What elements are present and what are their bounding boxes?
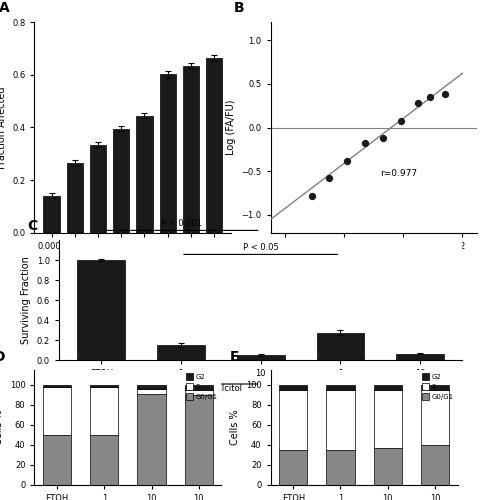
Bar	[159, 74, 176, 233]
Text: Inecalcitol: Inecalcitol	[199, 384, 243, 393]
X-axis label: Log (Dose): Log (Dose)	[347, 256, 400, 266]
Bar	[43, 435, 71, 485]
Point	[397, 117, 404, 125]
Bar	[373, 390, 402, 448]
Point	[308, 192, 316, 200]
Text: C: C	[27, 220, 37, 234]
Bar	[421, 390, 449, 445]
Bar	[90, 144, 106, 233]
Bar	[66, 163, 83, 232]
Bar	[237, 355, 285, 360]
Text: P < 0.001: P < 0.001	[160, 218, 202, 228]
Bar	[421, 445, 449, 485]
Bar	[113, 129, 129, 232]
Bar	[184, 385, 213, 390]
Bar	[77, 260, 125, 360]
Text: D: D	[0, 350, 5, 364]
Bar	[279, 450, 308, 485]
Bar	[326, 450, 355, 485]
Bar	[316, 332, 365, 360]
Bar	[373, 385, 402, 390]
Text: B: B	[233, 1, 244, 15]
Bar	[279, 385, 308, 390]
Bar	[43, 387, 71, 435]
Text: r=0.977: r=0.977	[380, 168, 417, 177]
Bar	[206, 58, 222, 233]
Bar	[137, 389, 166, 394]
Y-axis label: Surviving Fraction: Surviving Fraction	[21, 256, 31, 344]
Point	[379, 134, 387, 142]
Bar	[421, 385, 449, 390]
Bar	[184, 390, 213, 395]
Bar	[184, 395, 213, 485]
Bar	[43, 196, 60, 232]
Point	[441, 90, 449, 98]
Bar	[326, 390, 355, 450]
Bar	[90, 387, 119, 435]
Text: E: E	[229, 350, 239, 364]
X-axis label: Inecalcitol (nM): Inecalcitol (nM)	[95, 256, 171, 266]
Y-axis label: Cells %: Cells %	[230, 410, 240, 446]
Bar	[326, 385, 355, 390]
Bar	[279, 390, 308, 450]
Text: P < 0.05: P < 0.05	[243, 242, 278, 252]
Point	[325, 174, 333, 182]
Bar	[183, 66, 199, 232]
Text: A: A	[0, 1, 10, 15]
Legend: G2, S, G0/G1: G2, S, G0/G1	[186, 374, 218, 400]
Text: (nM): (nM)	[92, 392, 111, 400]
Text: 1,25D₃: 1,25D₃	[367, 384, 395, 393]
Y-axis label: Cells %: Cells %	[0, 410, 4, 446]
Point	[414, 99, 422, 107]
Bar	[43, 385, 71, 387]
Bar	[373, 448, 402, 485]
Y-axis label: Fraction Affected: Fraction Affected	[0, 86, 6, 169]
Y-axis label: Log (FA/FU): Log (FA/FU)	[226, 100, 236, 155]
Bar	[136, 116, 153, 232]
Bar	[90, 435, 119, 485]
Bar	[137, 394, 166, 485]
Bar	[137, 385, 166, 389]
Bar	[90, 385, 119, 387]
Bar	[157, 344, 205, 360]
Legend: G2, S, G0/G1: G2, S, G0/G1	[422, 374, 454, 400]
Point	[426, 93, 434, 101]
Point	[343, 157, 351, 165]
Bar	[396, 354, 444, 360]
Point	[361, 139, 369, 147]
